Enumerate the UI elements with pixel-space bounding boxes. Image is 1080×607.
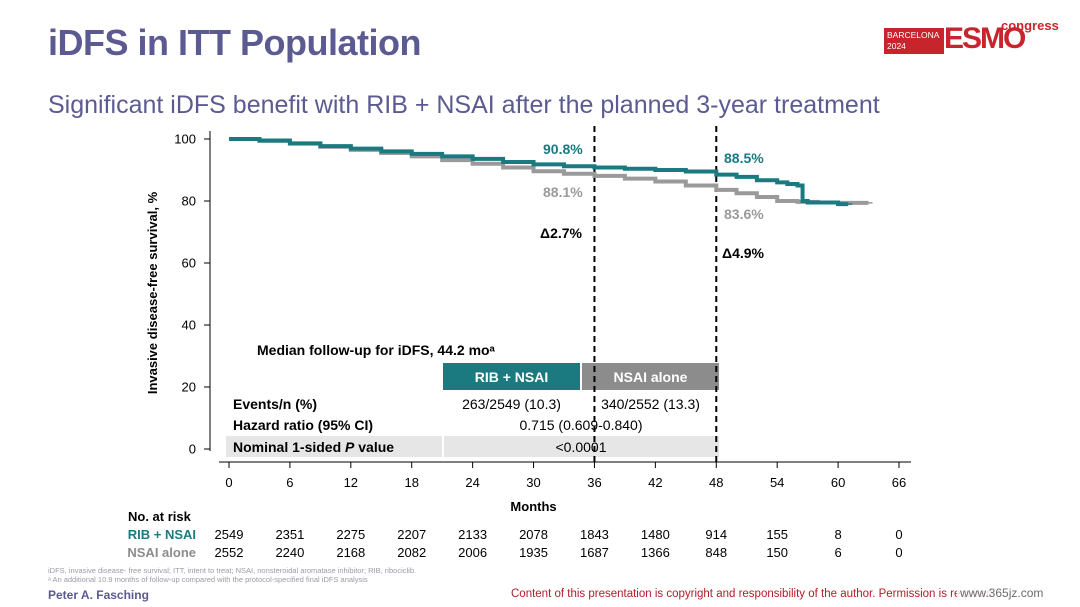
x-tick-label: 54 (770, 475, 784, 490)
risk-cell: 2078 (519, 527, 548, 542)
risk-cell: 1935 (519, 545, 548, 560)
inset-row-label: Events/n (%) (233, 396, 317, 412)
y-tick-label: 40 (182, 318, 196, 333)
esmo-congress-logo: BARCELONA 2024 ESMO congress (884, 18, 1059, 58)
risk-row-label: RIB + NSAI (128, 527, 196, 542)
risk-cell: 2006 (458, 545, 487, 560)
risk-cell: 2275 (336, 527, 365, 542)
y-tick-label: 100 (174, 132, 196, 147)
logo-city-box: BARCELONA 2024 (884, 28, 944, 54)
risk-cell: 1480 (641, 527, 670, 542)
risk-cell: 2240 (275, 545, 304, 560)
x-tick-label: 6 (286, 475, 293, 490)
risk-cell: 8 (834, 527, 841, 542)
risk-cell: 0 (895, 527, 902, 542)
inset-events-rib: 263/2549 (10.3) (462, 396, 561, 412)
x-tick-label: 30 (526, 475, 540, 490)
inset-pvalue-label-bg (226, 436, 442, 457)
y-tick-label: 60 (182, 256, 196, 271)
y-tick-label: 20 (182, 380, 196, 395)
y-tick-label: 80 (182, 194, 196, 209)
x-tick-label: 42 (648, 475, 662, 490)
y-axis-label: Invasive disease-free survival, % (145, 191, 160, 394)
label-rib-36: 90.8% (543, 141, 583, 157)
km-curve-rib-nsai (229, 137, 849, 207)
footnote: iDFS, invasive disease- free survival; I… (48, 566, 417, 584)
inset-header-nsai (582, 363, 719, 390)
inset-header: Median follow-up for iDFS, 44.2 moᵃ (257, 342, 496, 358)
x-tick-label: 36 (587, 475, 601, 490)
inset-p-value: <0.0001 (556, 439, 607, 455)
logo-suffix: congress (1001, 18, 1059, 33)
risk-cell: 2133 (458, 527, 487, 542)
risk-cell: 2552 (215, 545, 244, 560)
inset-col-rib: RIB + NSAI (475, 369, 549, 385)
x-tick-label: 60 (831, 475, 845, 490)
label-nsai-36: 88.1% (543, 184, 583, 200)
risk-cell: 914 (705, 527, 727, 542)
risk-cell: 2082 (397, 545, 426, 560)
copyright-notice: Content of this presentation is copyrigh… (511, 588, 993, 600)
x-tick-label: 24 (465, 475, 479, 490)
watermark: www.365jz.com (957, 586, 1047, 600)
risk-cell: 2207 (397, 527, 426, 542)
label-delta-48: Δ4.9% (722, 245, 765, 261)
risk-cell: 1366 (641, 545, 670, 560)
presenter-name: Peter A. Fasching (48, 588, 149, 602)
risk-cell: 1687 (580, 545, 609, 560)
slide-subtitle: Significant iDFS benefit with RIB + NSAI… (48, 91, 880, 119)
logo-wordmark: ESMO (944, 22, 1026, 55)
slide-title: iDFS in ITT Population (48, 22, 421, 63)
x-tick-label: 18 (404, 475, 418, 490)
y-tick-label: 0 (189, 442, 196, 457)
risk-cell: 6 (834, 545, 841, 560)
inset-events-nsai: 340/2552 (13.3) (601, 396, 700, 412)
risk-cell: 2549 (215, 527, 244, 542)
inset-header-rib (443, 363, 580, 390)
risk-cell: 0 (895, 545, 902, 560)
inset-pvalue-bg (444, 436, 719, 457)
inset-row-label: Nominal 1-sided P value (233, 439, 394, 455)
risk-cell: 848 (705, 545, 727, 560)
label-delta-36: Δ2.7% (540, 225, 583, 241)
risk-table-title: No. at risk (128, 509, 192, 524)
inset-col-nsai: NSAI alone (614, 369, 688, 385)
x-tick-label: 48 (709, 475, 723, 490)
x-tick-label: 12 (344, 475, 358, 490)
risk-cell: 2168 (336, 545, 365, 560)
label-nsai-48: 83.6% (724, 206, 764, 222)
inset-row-label: Hazard ratio (95% CI) (233, 417, 373, 433)
risk-row-label: NSAI alone (127, 545, 196, 560)
risk-cell: 2351 (275, 527, 304, 542)
label-rib-48: 88.5% (724, 150, 764, 166)
x-tick-label: 0 (225, 475, 232, 490)
inset-hazard-ratio: 0.715 (0.609-0.840) (520, 417, 643, 433)
x-tick-label: 66 (892, 475, 906, 490)
risk-cell: 150 (766, 545, 788, 560)
x-axis-label: Months (510, 499, 556, 514)
risk-cell: 155 (766, 527, 788, 542)
risk-cell: 1843 (580, 527, 609, 542)
